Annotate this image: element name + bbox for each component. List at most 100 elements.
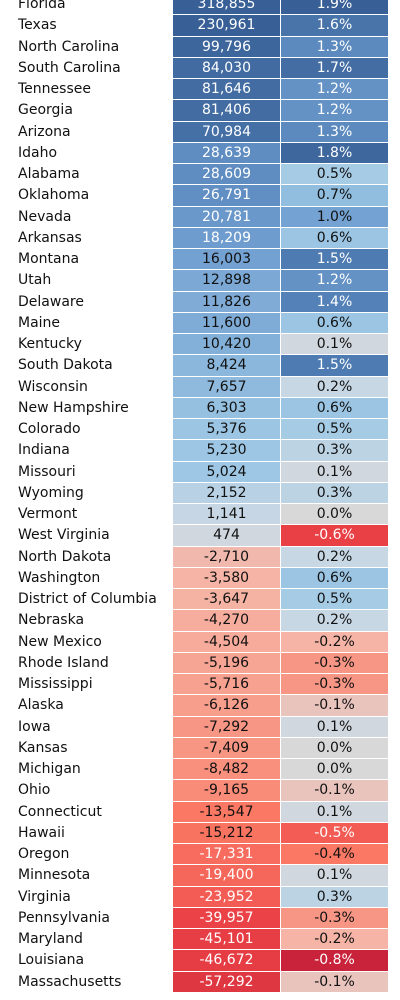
value-cell: -7,409 [173, 737, 280, 758]
value-cell: 26,791 [173, 185, 280, 206]
table-row: Mississippi -5,716 -0.3% [0, 674, 400, 695]
state-label: North Dakota [18, 548, 112, 565]
state-label: Connecticut [18, 803, 102, 820]
table-row: Kentucky 10,420 0.1% [0, 334, 400, 355]
table-row: Utah 12,898 1.2% [0, 270, 400, 291]
value-cell: -46,672 [173, 950, 280, 971]
table-row: Florida 318,855 1.9% [0, 0, 400, 15]
table-row: Arkansas 18,209 0.6% [0, 227, 400, 249]
state-label: Vermont [18, 506, 78, 522]
percent-cell: -0.6% [281, 525, 388, 546]
value-cell: 474 [173, 525, 280, 546]
state-label: Tennessee [18, 81, 91, 97]
state-label: Iowa [18, 718, 51, 735]
state-label: Missouri [18, 463, 76, 480]
percent-cell: 1.3% [281, 36, 388, 57]
state-label: Colorado [18, 421, 81, 437]
value-cell: -45,101 [173, 929, 280, 950]
state-label: North Carolina [18, 38, 120, 55]
value-cell: -19,400 [173, 865, 280, 886]
table-row: Michigan -8,482 0.0% [0, 759, 400, 780]
state-label: District of Columbia [18, 591, 157, 607]
percent-cell: 0.2% [281, 610, 388, 631]
percent-cell: 1.4% [281, 291, 388, 312]
state-label: Nevada [18, 208, 72, 225]
percent-cell: 0.1% [281, 801, 388, 822]
table-row: Alabama 28,609 0.5% [0, 164, 400, 185]
table-row: Nebraska -4,270 0.2% [0, 610, 400, 631]
state-label: Arkansas [18, 229, 82, 246]
table-row: Wisconsin 7,657 0.2% [0, 376, 400, 398]
value-cell: -5,196 [173, 652, 280, 673]
value-cell: -5,716 [173, 674, 280, 695]
state-label: Alaska [18, 697, 64, 714]
table-row: Vermont 1,141 0.0% [0, 504, 400, 525]
percent-cell: 0.0% [281, 504, 388, 525]
table-row: Idaho 28,639 1.8% [0, 142, 400, 164]
value-cell: -15,212 [173, 822, 280, 843]
percent-cell: 1.7% [281, 57, 388, 78]
state-label: Wisconsin [18, 378, 88, 395]
table-row: Indiana 5,230 0.3% [0, 440, 400, 461]
table-row: New Hampshire 6,303 0.6% [0, 397, 400, 419]
value-cell: 5,376 [173, 419, 280, 440]
percent-cell: 0.6% [281, 567, 388, 588]
table-row: Tennessee 81,646 1.2% [0, 79, 400, 100]
table-row: Oklahoma 26,791 0.7% [0, 185, 400, 206]
state-label: Minnesota [18, 867, 91, 884]
value-cell: 318,855 [173, 0, 280, 15]
value-cell: -2,710 [173, 546, 280, 567]
state-label: Oregon [18, 846, 70, 862]
table-row: Maryland -45,101 -0.2% [0, 929, 400, 950]
value-cell: -39,957 [173, 907, 280, 928]
percent-cell: 0.1% [281, 461, 388, 482]
table-row: Georgia 81,406 1.2% [0, 100, 400, 121]
state-label: South Dakota [18, 357, 113, 374]
state-label: Hawaii [18, 824, 65, 841]
table-row: Oregon -17,331 -0.4% [0, 844, 400, 865]
percent-cell: -0.3% [281, 907, 388, 928]
state-label: West Virginia [18, 527, 110, 544]
value-cell: 5,024 [173, 461, 280, 482]
table-row: Ohio -9,165 -0.1% [0, 780, 400, 801]
table-row: Kansas -7,409 0.0% [0, 737, 400, 759]
state-label: Ohio [18, 782, 51, 799]
value-cell: 81,646 [173, 79, 280, 100]
table-row: West Virginia 474 -0.6% [0, 525, 400, 546]
table-row: Minnesota -19,400 0.1% [0, 865, 400, 886]
table-row: Louisiana -46,672 -0.8% [0, 950, 400, 971]
percent-cell: -0.5% [281, 822, 388, 843]
value-cell: -9,165 [173, 780, 280, 801]
table-row: Hawaii -15,212 -0.5% [0, 822, 400, 844]
value-cell: -6,126 [173, 695, 280, 716]
table-row: Missouri 5,024 0.1% [0, 461, 400, 483]
value-cell: 12,898 [173, 270, 280, 291]
state-label: Michigan [18, 761, 81, 777]
percent-cell: 0.1% [281, 865, 388, 886]
percent-cell: 1.3% [281, 121, 388, 142]
table-row: Arizona 70,984 1.3% [0, 121, 400, 143]
value-cell: -4,504 [173, 631, 280, 652]
value-cell: 18,209 [173, 227, 280, 248]
value-cell: -7,292 [173, 716, 280, 737]
table-row: Delaware 11,826 1.4% [0, 291, 400, 313]
table-row: District of Columbia -3,647 0.5% [0, 589, 400, 610]
state-label: Pennsylvania [18, 909, 110, 926]
percent-cell: 0.6% [281, 227, 388, 248]
state-label: Indiana [18, 442, 70, 459]
value-cell: -23,952 [173, 886, 280, 907]
value-cell: -3,580 [173, 567, 280, 588]
percent-cell: 1.6% [281, 15, 388, 36]
percent-cell: 0.6% [281, 312, 388, 333]
percent-cell: -0.2% [281, 631, 388, 652]
percent-cell: 0.5% [281, 164, 388, 185]
percent-cell: 1.5% [281, 249, 388, 270]
percent-cell: 0.1% [281, 716, 388, 737]
table-row: Alaska -6,126 -0.1% [0, 695, 400, 716]
percent-cell: 1.2% [281, 100, 388, 121]
value-cell: 10,420 [173, 334, 280, 355]
table-row: Montana 16,003 1.5% [0, 249, 400, 270]
percent-cell: 0.3% [281, 440, 388, 461]
value-cell: 7,657 [173, 376, 280, 397]
table-row: Connecticut -13,547 0.1% [0, 801, 400, 823]
